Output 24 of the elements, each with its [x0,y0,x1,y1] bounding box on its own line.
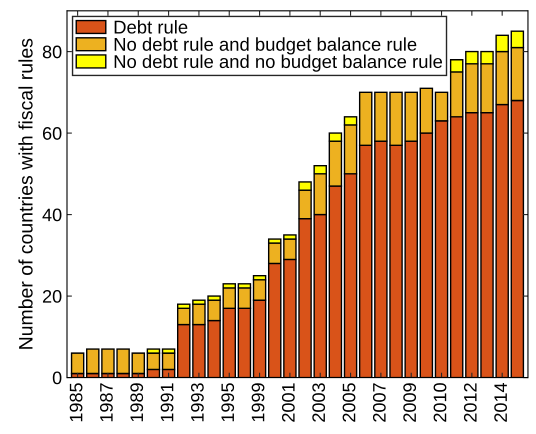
x-tick-label: 2014 [494,382,508,422]
x-tick-label: 1987 [100,383,113,422]
x-tick-label: 1989 [130,383,144,422]
x-tick-label: 1991 [160,383,174,422]
x-tick-label: 2001 [282,383,295,422]
legend-label: No debt rule and budget balance rule [114,37,416,55]
y-tick-label: 0 [52,372,62,384]
x-tick-label: 2007 [372,383,386,422]
y-axis-title: Number of countries with fiscal rules [18,38,33,349]
legend-label: Debt rule [114,20,188,34]
y-tick-label: 20 [42,290,62,303]
x-tick-label: 2003 [312,383,326,422]
x-tick-label: 1985 [70,383,82,422]
legend-label: No debt rule and no budget balance rule [114,54,442,72]
x-tick-label: 1995 [221,383,234,422]
y-tick-label: 40 [42,208,62,222]
x-tick-label: 2010 [434,383,446,422]
x-tick-label: 1993 [190,383,204,422]
x-tick-label: 2009 [403,383,416,422]
x-tick-label: 2005 [342,383,356,422]
x-tick-label: 2012 [464,383,477,422]
y-tick-label: 80 [42,46,62,58]
y-tick-label: 60 [42,127,62,140]
x-tick-label: 1999 [252,383,264,422]
